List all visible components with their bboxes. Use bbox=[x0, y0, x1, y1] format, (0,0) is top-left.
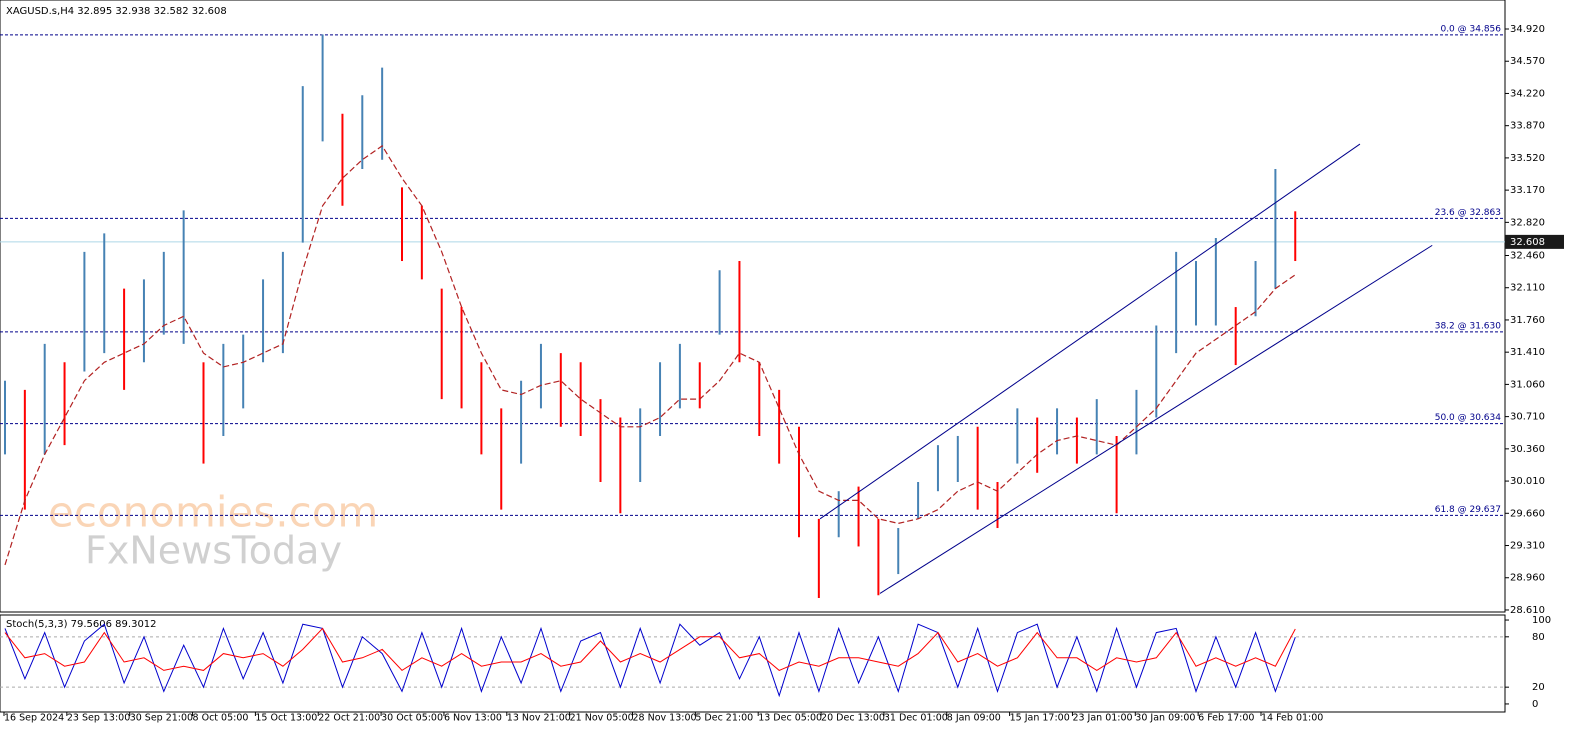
fib-label: 50.0 @ 30.634 bbox=[1435, 413, 1502, 423]
stoch-line bbox=[4, 627, 1296, 672]
x-tick-label: 22 Oct 21:00 bbox=[318, 713, 380, 724]
x-tick-label: 30 Oct 05:00 bbox=[381, 713, 443, 724]
x-tick-label: 23 Sep 13:00 bbox=[67, 713, 130, 724]
x-tick-label: 8 Jan 09:00 bbox=[947, 713, 1001, 724]
x-tick-label: 30 Sep 21:00 bbox=[130, 713, 193, 724]
x-tick-label: 20 Dec 13:00 bbox=[821, 713, 885, 724]
channel-line bbox=[879, 244, 1433, 594]
y-tick-label: 31.060 bbox=[1510, 379, 1545, 390]
x-tick-label: 5 Dec 21:00 bbox=[695, 713, 753, 724]
fib-label: 38.2 @ 31.630 bbox=[1435, 321, 1502, 331]
stoch-tick-label: 20 bbox=[1532, 682, 1545, 693]
y-tick-label: 30.710 bbox=[1510, 412, 1545, 423]
y-tick-label: 30.360 bbox=[1510, 444, 1545, 455]
x-tick-label: 21 Nov 05:00 bbox=[570, 713, 634, 724]
y-tick-label: 34.920 bbox=[1510, 24, 1545, 35]
chart-title: XAGUSD.s,H4 32.895 32.938 32.582 32.608 bbox=[6, 6, 227, 17]
y-tick-label: 34.220 bbox=[1510, 88, 1545, 99]
y-tick-label: 28.960 bbox=[1510, 573, 1545, 584]
x-tick-label: 14 Feb 01:00 bbox=[1261, 713, 1323, 724]
moving-average bbox=[4, 145, 1296, 566]
stoch-frame bbox=[0, 614, 1506, 713]
y-tick-label: 30.010 bbox=[1510, 476, 1545, 487]
x-tick-label: 6 Nov 13:00 bbox=[444, 713, 502, 724]
x-tick-label: 6 Feb 17:00 bbox=[1198, 713, 1254, 724]
stoch-tick-label: 80 bbox=[1532, 632, 1545, 643]
y-tick-label: 28.610 bbox=[1510, 605, 1545, 616]
x-tick-label: 16 Sep 2024 bbox=[4, 713, 64, 724]
y-tick-label: 31.410 bbox=[1510, 347, 1545, 358]
fib-label: 0.0 @ 34.856 bbox=[1440, 24, 1501, 34]
x-tick-label: 13 Dec 05:00 bbox=[758, 713, 822, 724]
x-tick-label: 30 Jan 09:00 bbox=[1135, 713, 1195, 724]
y-tick-label: 33.870 bbox=[1510, 121, 1545, 132]
main-frame bbox=[0, 0, 1506, 613]
watermark: economies.com bbox=[48, 488, 378, 537]
y-tick-label: 32.460 bbox=[1510, 250, 1545, 261]
y-tick-label: 32.110 bbox=[1510, 283, 1545, 294]
fib-label: 23.6 @ 32.863 bbox=[1435, 208, 1501, 218]
y-tick-label: 29.310 bbox=[1510, 541, 1545, 552]
stoch-title: Stoch(5,3,3) 79.5606 89.3012 bbox=[6, 619, 157, 630]
x-tick-label: 8 Oct 05:00 bbox=[193, 713, 249, 724]
x-tick-label: 15 Jan 17:00 bbox=[1010, 713, 1070, 724]
current-price-label: 32.608 bbox=[1510, 237, 1545, 248]
x-tick-label: 13 Nov 21:00 bbox=[507, 713, 571, 724]
y-tick-label: 31.760 bbox=[1510, 315, 1545, 326]
x-tick-label: 31 Dec 01:00 bbox=[884, 713, 948, 724]
y-tick-label: 29.660 bbox=[1510, 508, 1545, 519]
watermark: FxNewsToday bbox=[85, 529, 342, 573]
channel-line bbox=[819, 143, 1361, 520]
current-price-box bbox=[1505, 234, 1564, 249]
y-tick-label: 34.570 bbox=[1510, 56, 1545, 67]
y-tick-label: 32.820 bbox=[1510, 217, 1545, 228]
y-tick-label: 33.170 bbox=[1510, 185, 1545, 196]
y-tick-label: 33.520 bbox=[1510, 153, 1545, 164]
x-tick-label: 28 Nov 13:00 bbox=[633, 713, 697, 724]
fib-label: 61.8 @ 29.637 bbox=[1435, 505, 1501, 515]
stoch-tick-label: 100 bbox=[1532, 615, 1551, 626]
x-tick-label: 15 Oct 13:00 bbox=[255, 713, 317, 724]
stoch-line bbox=[4, 623, 1296, 698]
x-tick-label: 23 Jan 01:00 bbox=[1072, 713, 1132, 724]
stoch-tick-label: 0 bbox=[1532, 699, 1538, 710]
